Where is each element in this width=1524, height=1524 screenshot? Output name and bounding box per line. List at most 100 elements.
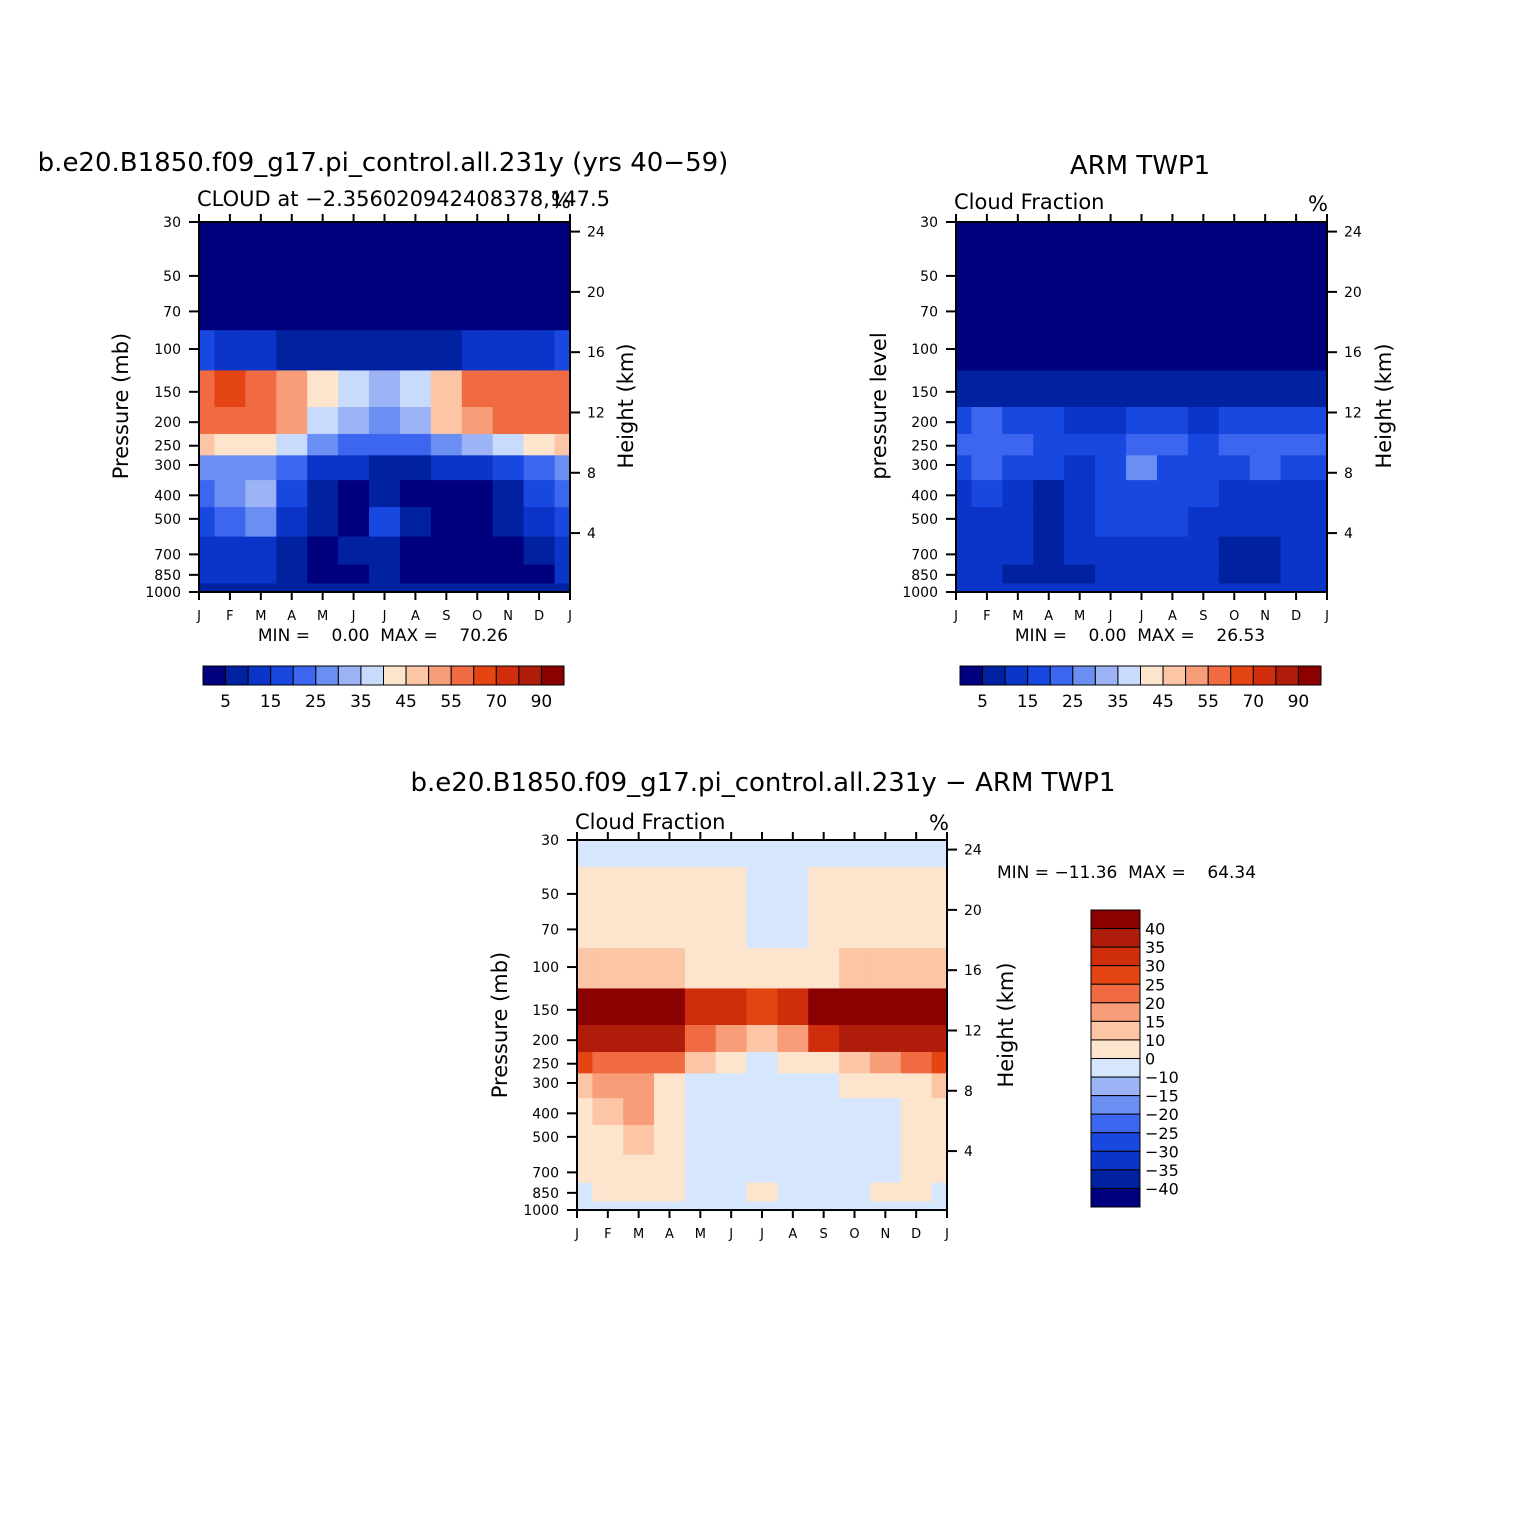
heatmap-cell xyxy=(338,507,370,538)
y-tick-label: 30 xyxy=(163,215,181,231)
heatmap-cell xyxy=(1249,455,1282,481)
x-tick-label: F xyxy=(604,1227,611,1242)
heatmap-cell xyxy=(715,1154,748,1184)
heatmap-cell xyxy=(1280,330,1313,372)
heatmap-cell xyxy=(1311,248,1328,295)
heatmap-cell xyxy=(1095,507,1127,538)
heatmap-cell xyxy=(1187,507,1220,538)
heatmap-cell xyxy=(1064,330,1096,372)
heatmap-cell xyxy=(956,330,973,372)
heatmap-cell xyxy=(808,866,840,913)
heatmap-cell xyxy=(971,536,1003,566)
heatmap-cell xyxy=(684,948,717,990)
heatmap-cell xyxy=(956,248,973,295)
heatmap-cell xyxy=(869,866,902,913)
heatmap-cell xyxy=(900,911,933,949)
heatmap-cell xyxy=(214,370,246,408)
heatmap-cell xyxy=(1095,536,1127,566)
heatmap-cell xyxy=(554,222,571,250)
heatmap-cell xyxy=(1280,455,1313,481)
heatmap-cell xyxy=(399,330,432,372)
heatmap-cell xyxy=(1064,583,1096,593)
colorbar-label: 55 xyxy=(440,692,462,712)
heatmap-cell xyxy=(492,370,525,408)
y-tick-label: 500 xyxy=(154,512,181,528)
heatmap-cell xyxy=(214,480,246,508)
heatmap-cell xyxy=(1033,407,1065,435)
heatmap-cell xyxy=(430,536,463,566)
heatmap-cell xyxy=(1095,222,1127,250)
heatmap-cell xyxy=(623,866,655,913)
heatmap-cell xyxy=(931,948,948,990)
heatmap-cell xyxy=(338,330,370,372)
heatmap-cell xyxy=(276,536,308,566)
heatmap-cell xyxy=(245,433,277,456)
heatmap-cell xyxy=(654,948,686,990)
heatmap-cell xyxy=(199,222,216,250)
heatmap-cell xyxy=(1218,583,1251,593)
heatmap-cell xyxy=(1002,536,1034,566)
heatmap-cell xyxy=(839,1154,871,1184)
panel-diff-minmax: MIN = −11.36 MAX = 64.34 xyxy=(997,863,1256,883)
heatmap-cell xyxy=(869,988,902,1026)
colorbar-box xyxy=(1090,909,1141,930)
heatmap-cell xyxy=(931,1182,948,1203)
x-tick-label: J xyxy=(1139,609,1144,624)
heatmap-cell xyxy=(1218,536,1251,566)
heatmap-cell xyxy=(956,370,973,408)
heatmap-cell xyxy=(276,248,308,295)
heatmap-cell xyxy=(900,1125,933,1156)
heatmap-cell xyxy=(808,1125,840,1156)
y-tick-label: 400 xyxy=(532,1106,559,1122)
heatmap-cell xyxy=(1064,455,1096,481)
x-tick-label: M xyxy=(1012,609,1023,624)
heatmap-cell xyxy=(869,1073,902,1099)
heatmap-cells-model xyxy=(199,222,571,593)
height-tick-label: 16 xyxy=(964,963,982,979)
heatmap-cell xyxy=(399,536,432,566)
heatmap-cell xyxy=(746,1073,779,1099)
heatmap-cell xyxy=(684,911,717,949)
heatmap-cell xyxy=(1311,222,1328,250)
heatmap-cell xyxy=(369,455,401,481)
heatmap-cell xyxy=(715,866,748,913)
colorbar-box xyxy=(1140,665,1164,686)
heatmap-cell xyxy=(592,866,624,913)
heatmap-cell xyxy=(1249,407,1282,435)
heatmap-cells-diff xyxy=(577,840,948,1211)
heatmap-cell xyxy=(577,1098,594,1126)
heatmap-cell xyxy=(523,507,556,538)
heatmap-cell xyxy=(214,536,246,566)
x-tick-label: F xyxy=(983,609,990,624)
colorbar-box xyxy=(1090,983,1141,1004)
heatmap-cell xyxy=(839,1098,871,1126)
heatmap-cell xyxy=(839,1025,871,1053)
heatmap-cell xyxy=(399,433,432,456)
heatmap-cell xyxy=(1187,480,1220,508)
heatmap-cell xyxy=(523,293,556,331)
heatmap-cell xyxy=(1311,433,1328,456)
y-tick-label: 400 xyxy=(154,488,181,504)
heatmap-cell xyxy=(307,293,339,331)
heatmap-cell xyxy=(430,330,463,372)
heatmap-cell xyxy=(1249,222,1282,250)
y-tick-label: 150 xyxy=(154,385,181,401)
heatmap-cell xyxy=(839,988,871,1026)
colorbar-label: 0 xyxy=(1145,1050,1155,1069)
heatmap-cell xyxy=(592,948,624,990)
heatmap-cell xyxy=(592,1154,624,1184)
x-tick-label: J xyxy=(1108,609,1113,624)
heatmap-cell xyxy=(369,480,401,508)
panel-arm-subtitle: Cloud Fraction xyxy=(954,190,1105,214)
heatmap-cell xyxy=(1156,455,1189,481)
heatmap-cell xyxy=(1311,370,1328,408)
heatmap-cell xyxy=(1002,507,1034,538)
y-tick-label: 200 xyxy=(154,415,181,431)
heatmap-cell xyxy=(1311,507,1328,538)
height-tick-label: 4 xyxy=(964,1144,973,1160)
heatmap-cell xyxy=(1280,507,1313,538)
y-tick-label: 70 xyxy=(920,304,938,320)
heatmap-cell xyxy=(245,536,277,566)
heatmap-cell xyxy=(956,433,973,456)
colorbar-label: 40 xyxy=(1145,920,1165,939)
